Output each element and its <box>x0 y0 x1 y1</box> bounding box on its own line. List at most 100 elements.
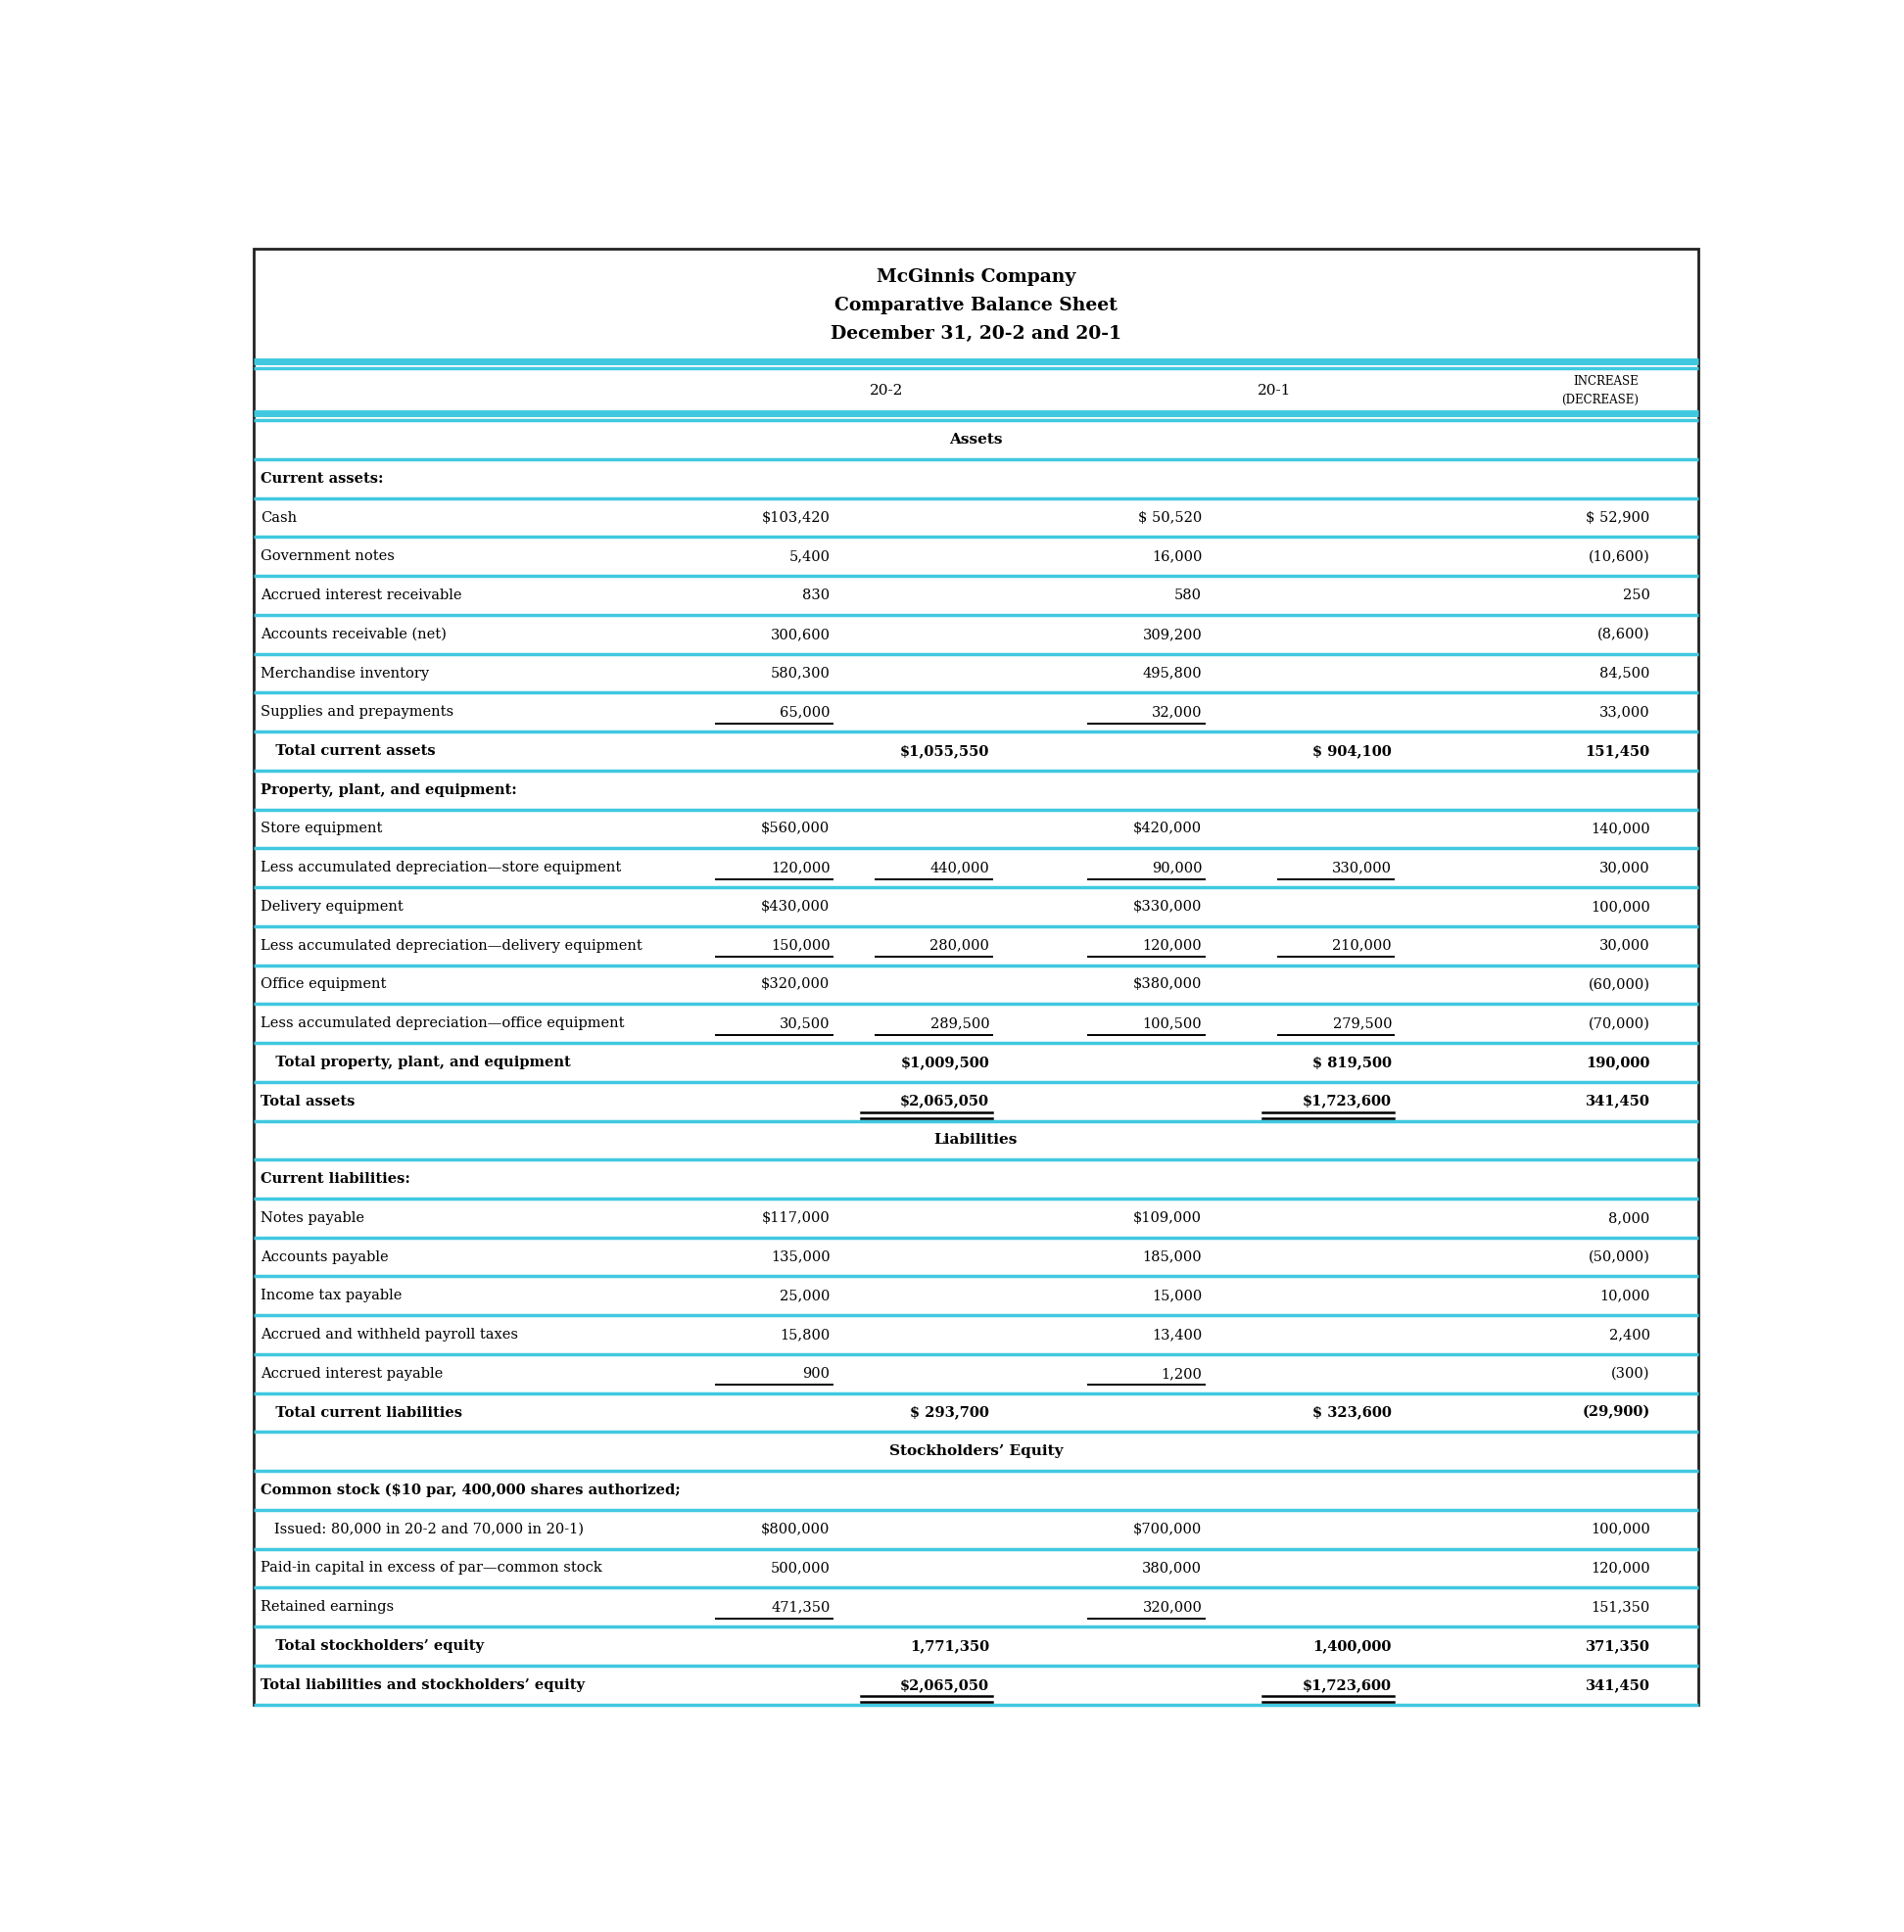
Text: $109,000: $109,000 <box>1133 1211 1201 1225</box>
Text: 120,000: 120,000 <box>1142 939 1201 952</box>
Text: 84,500: 84,500 <box>1599 667 1651 680</box>
Text: (70,000): (70,000) <box>1588 1016 1651 1030</box>
Text: 341,450: 341,450 <box>1586 1679 1651 1692</box>
Text: 330,000: 330,000 <box>1333 862 1392 875</box>
Text: Total liabilities and stockholders’ equity: Total liabilities and stockholders’ equi… <box>261 1679 585 1692</box>
Text: Government notes: Government notes <box>261 551 394 564</box>
Text: (60,000): (60,000) <box>1588 978 1651 991</box>
Text: Store equipment: Store equipment <box>261 821 383 837</box>
Text: 32,000: 32,000 <box>1152 705 1201 719</box>
Text: $103,420: $103,420 <box>762 510 830 524</box>
Text: 320,000: 320,000 <box>1142 1600 1201 1613</box>
Text: $ 52,900: $ 52,900 <box>1586 510 1651 524</box>
Text: 900: 900 <box>803 1366 830 1381</box>
Text: 500,000: 500,000 <box>771 1561 830 1575</box>
Text: 33,000: 33,000 <box>1599 705 1651 719</box>
Text: $700,000: $700,000 <box>1133 1522 1201 1536</box>
Text: Accrued interest receivable: Accrued interest receivable <box>261 589 463 603</box>
Text: (DECREASE): (DECREASE) <box>1561 394 1639 406</box>
Text: 830: 830 <box>802 589 830 603</box>
Text: 151,450: 151,450 <box>1584 744 1651 757</box>
Text: $117,000: $117,000 <box>762 1211 830 1225</box>
Text: Stockholders’ Equity: Stockholders’ Equity <box>889 1445 1062 1459</box>
Text: Assets: Assets <box>948 433 1003 446</box>
Text: 30,000: 30,000 <box>1599 862 1651 875</box>
Text: 135,000: 135,000 <box>771 1250 830 1264</box>
Text: 210,000: 210,000 <box>1333 939 1392 952</box>
Text: Less accumulated depreciation—store equipment: Less accumulated depreciation—store equi… <box>261 862 621 875</box>
Text: $ 819,500: $ 819,500 <box>1312 1055 1392 1068</box>
Text: 309,200: 309,200 <box>1142 628 1201 641</box>
Text: 471,350: 471,350 <box>771 1600 830 1613</box>
Text: 120,000: 120,000 <box>1590 1561 1651 1575</box>
Text: 10,000: 10,000 <box>1599 1289 1651 1302</box>
Text: 190,000: 190,000 <box>1586 1055 1651 1068</box>
Text: $ 293,700: $ 293,700 <box>910 1406 990 1420</box>
Text: $2,065,050: $2,065,050 <box>901 1679 990 1692</box>
Text: 341,450: 341,450 <box>1586 1094 1651 1109</box>
Text: Current assets:: Current assets: <box>261 471 385 485</box>
Text: 90,000: 90,000 <box>1152 862 1201 875</box>
Text: Accounts payable: Accounts payable <box>261 1250 388 1264</box>
Text: Liabilities: Liabilities <box>935 1134 1017 1148</box>
Text: 15,800: 15,800 <box>781 1327 830 1341</box>
Text: 100,000: 100,000 <box>1590 1522 1651 1536</box>
Text: (8,600): (8,600) <box>1597 628 1651 641</box>
Text: $1,723,600: $1,723,600 <box>1302 1679 1392 1692</box>
Text: $380,000: $380,000 <box>1133 978 1201 991</box>
Text: 1,771,350: 1,771,350 <box>910 1638 990 1654</box>
Text: 371,350: 371,350 <box>1586 1638 1651 1654</box>
Text: 13,400: 13,400 <box>1152 1327 1201 1341</box>
Text: 289,500: 289,500 <box>929 1016 990 1030</box>
Text: Cash: Cash <box>261 510 297 524</box>
Text: Total stockholders’ equity: Total stockholders’ equity <box>261 1638 484 1654</box>
Text: $ 323,600: $ 323,600 <box>1312 1406 1392 1420</box>
Text: (300): (300) <box>1611 1366 1651 1381</box>
Text: Property, plant, and equipment:: Property, plant, and equipment: <box>261 782 518 796</box>
Text: $1,055,550: $1,055,550 <box>901 744 990 757</box>
Text: Issued: 80,000 in 20-2 and 70,000 in 20-1): Issued: 80,000 in 20-2 and 70,000 in 20-… <box>261 1522 585 1536</box>
Text: Income tax payable: Income tax payable <box>261 1289 402 1302</box>
Text: Delivery equipment: Delivery equipment <box>261 900 404 914</box>
Text: 150,000: 150,000 <box>771 939 830 952</box>
Text: 440,000: 440,000 <box>929 862 990 875</box>
Text: $320,000: $320,000 <box>762 978 830 991</box>
Text: 300,600: 300,600 <box>771 628 830 641</box>
Text: 100,000: 100,000 <box>1590 900 1651 914</box>
Text: 16,000: 16,000 <box>1152 551 1201 564</box>
Text: Notes payable: Notes payable <box>261 1211 364 1225</box>
Text: $420,000: $420,000 <box>1133 821 1201 837</box>
Text: 8,000: 8,000 <box>1609 1211 1651 1225</box>
Text: $430,000: $430,000 <box>762 900 830 914</box>
Text: 2,400: 2,400 <box>1609 1327 1651 1341</box>
Text: $1,009,500: $1,009,500 <box>901 1055 990 1068</box>
Text: $1,723,600: $1,723,600 <box>1302 1094 1392 1109</box>
Text: Total assets: Total assets <box>261 1094 356 1109</box>
Text: 20-2: 20-2 <box>870 384 904 398</box>
Text: 1,400,000: 1,400,000 <box>1314 1638 1392 1654</box>
Text: Common stock ($10 par, 400,000 shares authorized;: Common stock ($10 par, 400,000 shares au… <box>261 1484 682 1497</box>
Text: 120,000: 120,000 <box>771 862 830 875</box>
Text: 30,500: 30,500 <box>779 1016 830 1030</box>
Text: 250: 250 <box>1622 589 1651 603</box>
Text: McGinnis Company: McGinnis Company <box>876 269 1076 286</box>
Text: $330,000: $330,000 <box>1133 900 1201 914</box>
Text: 100,500: 100,500 <box>1142 1016 1201 1030</box>
Text: Paid-in capital in excess of par—common stock: Paid-in capital in excess of par—common … <box>261 1561 602 1575</box>
Text: December 31, 20-2 and 20-1: December 31, 20-2 and 20-1 <box>830 327 1121 344</box>
Text: INCREASE: INCREASE <box>1573 375 1639 388</box>
Text: Comparative Balance Sheet: Comparative Balance Sheet <box>834 298 1118 315</box>
Text: Less accumulated depreciation—delivery equipment: Less accumulated depreciation—delivery e… <box>261 939 642 952</box>
Text: 580,300: 580,300 <box>771 667 830 680</box>
Text: Total property, plant, and equipment: Total property, plant, and equipment <box>261 1055 571 1068</box>
Text: $800,000: $800,000 <box>762 1522 830 1536</box>
Text: Total current liabilities: Total current liabilities <box>261 1406 463 1420</box>
Text: Accounts receivable (net): Accounts receivable (net) <box>261 628 447 641</box>
Text: 65,000: 65,000 <box>779 705 830 719</box>
Text: Total current assets: Total current assets <box>261 744 436 757</box>
Text: 279,500: 279,500 <box>1333 1016 1392 1030</box>
Text: 380,000: 380,000 <box>1142 1561 1201 1575</box>
Text: 30,000: 30,000 <box>1599 939 1651 952</box>
Text: (29,900): (29,900) <box>1582 1406 1651 1420</box>
Text: $ 50,520: $ 50,520 <box>1139 510 1201 524</box>
